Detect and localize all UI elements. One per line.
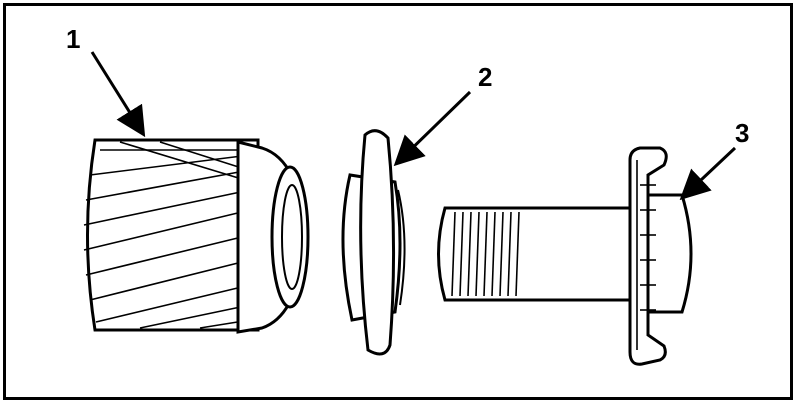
part-3-clip — [628, 146, 668, 366]
part-2-flange-gasket — [341, 129, 406, 356]
callout-label-2: 2 — [478, 62, 492, 92]
part-3-threaded-fitting — [437, 146, 693, 366]
callout-label-1: 1 — [66, 24, 80, 54]
part-1-ribs — [83, 141, 251, 329]
leader-arrows — [90, 51, 737, 201]
part-1-ribbed-cylinder — [83, 138, 310, 334]
part-3-threads — [451, 211, 520, 297]
leader-arrow-2 — [393, 90, 472, 167]
leader-arrow-3 — [679, 146, 737, 201]
callout-label-3: 3 — [735, 118, 749, 148]
leader-arrow-1 — [90, 51, 146, 138]
